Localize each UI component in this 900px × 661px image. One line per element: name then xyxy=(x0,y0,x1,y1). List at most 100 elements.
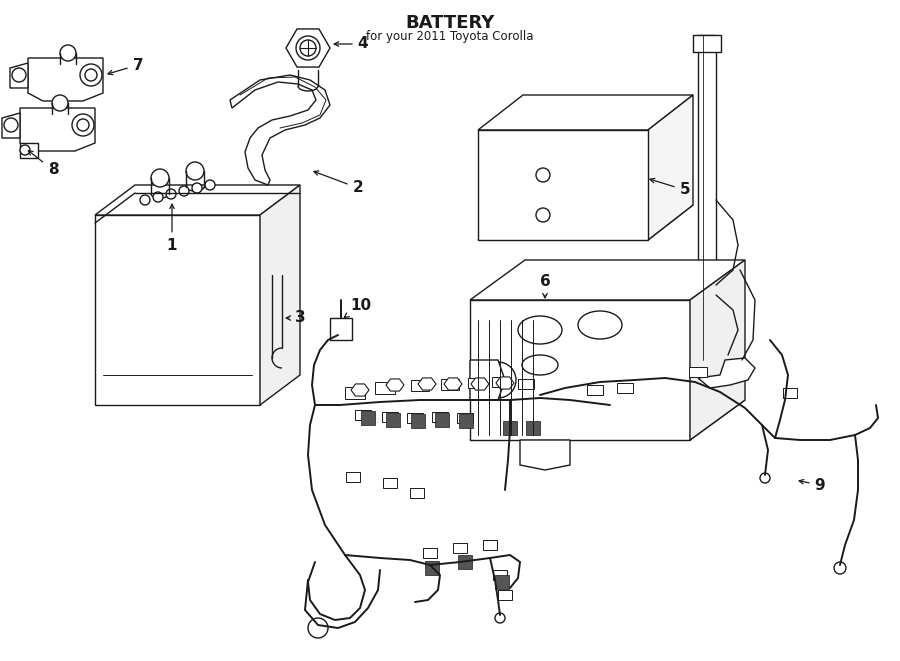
Circle shape xyxy=(151,169,169,187)
Circle shape xyxy=(60,45,76,61)
Text: 5: 5 xyxy=(650,178,690,198)
Polygon shape xyxy=(520,440,570,470)
Bar xyxy=(518,379,534,389)
Circle shape xyxy=(536,168,550,182)
Bar xyxy=(441,379,459,390)
Text: 8: 8 xyxy=(28,151,58,178)
Bar xyxy=(503,421,517,435)
Polygon shape xyxy=(698,358,755,388)
Polygon shape xyxy=(20,108,95,151)
Bar xyxy=(458,555,472,569)
Bar xyxy=(495,575,509,589)
Polygon shape xyxy=(444,378,462,390)
Circle shape xyxy=(308,618,328,638)
Polygon shape xyxy=(693,35,721,52)
Polygon shape xyxy=(351,384,369,396)
Circle shape xyxy=(77,119,89,131)
Bar xyxy=(386,413,400,427)
Polygon shape xyxy=(20,143,38,158)
Bar xyxy=(498,590,512,600)
Bar xyxy=(493,570,507,580)
Circle shape xyxy=(20,145,30,155)
Text: for your 2011 Toyota Corolla: for your 2011 Toyota Corolla xyxy=(366,30,534,43)
Polygon shape xyxy=(286,29,330,67)
Text: BATTERY: BATTERY xyxy=(405,14,495,32)
Ellipse shape xyxy=(518,316,562,344)
Bar xyxy=(382,412,398,422)
Polygon shape xyxy=(470,260,745,300)
Bar xyxy=(457,413,473,423)
Circle shape xyxy=(166,189,176,199)
Circle shape xyxy=(153,192,163,202)
Circle shape xyxy=(760,473,770,483)
Polygon shape xyxy=(496,377,514,389)
Polygon shape xyxy=(28,58,103,101)
Polygon shape xyxy=(478,130,648,240)
Bar xyxy=(410,488,424,498)
Polygon shape xyxy=(648,95,693,240)
Polygon shape xyxy=(2,113,20,138)
Polygon shape xyxy=(471,378,489,390)
Circle shape xyxy=(140,195,150,205)
Bar xyxy=(361,411,375,425)
Circle shape xyxy=(192,183,202,193)
Polygon shape xyxy=(95,215,260,405)
Polygon shape xyxy=(698,35,716,360)
Ellipse shape xyxy=(522,355,558,375)
Bar xyxy=(432,412,448,422)
Polygon shape xyxy=(386,379,404,391)
Bar xyxy=(435,413,449,427)
Circle shape xyxy=(80,64,102,86)
Circle shape xyxy=(495,613,505,623)
Text: 6: 6 xyxy=(540,274,551,298)
Polygon shape xyxy=(260,185,300,405)
Circle shape xyxy=(72,114,94,136)
Circle shape xyxy=(205,180,215,190)
Bar xyxy=(383,478,397,488)
Bar xyxy=(689,367,707,377)
Text: 1: 1 xyxy=(166,204,177,253)
Polygon shape xyxy=(418,378,436,390)
Bar xyxy=(468,378,484,388)
Polygon shape xyxy=(230,75,330,185)
Circle shape xyxy=(52,95,68,111)
Text: 3: 3 xyxy=(286,311,305,325)
Text: 10: 10 xyxy=(345,297,372,317)
Circle shape xyxy=(300,40,316,56)
Bar xyxy=(411,414,425,428)
Bar xyxy=(411,380,429,391)
Text: 2: 2 xyxy=(314,171,364,196)
Bar xyxy=(783,388,797,398)
Bar xyxy=(587,385,603,395)
Polygon shape xyxy=(470,300,690,440)
Ellipse shape xyxy=(578,311,622,339)
Circle shape xyxy=(85,69,97,81)
Bar xyxy=(453,543,467,553)
Bar xyxy=(345,387,365,399)
Polygon shape xyxy=(95,185,300,215)
Circle shape xyxy=(186,162,204,180)
Polygon shape xyxy=(690,260,745,440)
Bar xyxy=(407,413,423,423)
Bar xyxy=(425,561,439,575)
Text: 7: 7 xyxy=(108,58,143,75)
Circle shape xyxy=(4,118,18,132)
Polygon shape xyxy=(470,360,505,400)
Bar xyxy=(355,410,371,420)
Circle shape xyxy=(296,36,320,60)
Bar xyxy=(617,383,633,393)
Polygon shape xyxy=(10,63,28,88)
Circle shape xyxy=(179,186,189,196)
Bar xyxy=(492,377,508,387)
Bar xyxy=(526,421,540,435)
Circle shape xyxy=(12,68,26,82)
Bar xyxy=(346,472,360,482)
Polygon shape xyxy=(330,318,352,340)
Bar xyxy=(423,548,437,558)
Bar xyxy=(375,382,395,394)
Polygon shape xyxy=(478,205,693,240)
Polygon shape xyxy=(470,400,745,440)
Polygon shape xyxy=(478,95,693,130)
Bar xyxy=(459,414,473,428)
Text: 4: 4 xyxy=(334,36,368,52)
